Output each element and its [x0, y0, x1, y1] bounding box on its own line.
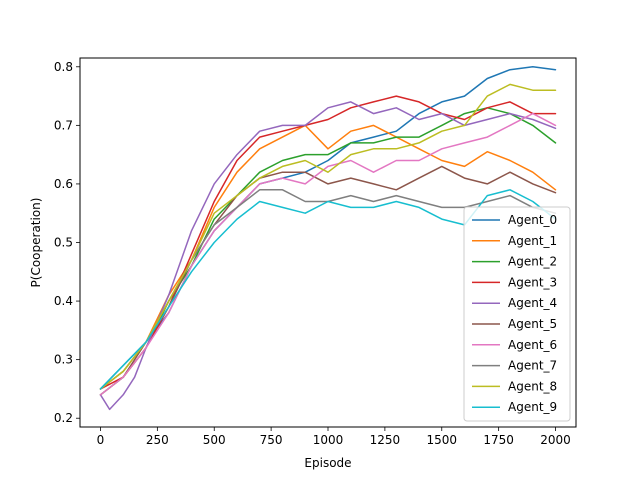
y-tick-label: 0.8	[54, 60, 73, 74]
y-tick-label: 0.3	[54, 353, 73, 367]
y-axis: 0.2 0.3 0.4 0.5 0.6 0.7 0.8	[54, 60, 80, 425]
series-line-agent-8	[99, 83, 557, 390]
legend-entry-label: Agent_0	[508, 213, 557, 227]
x-tick-label: 1250	[370, 433, 401, 447]
series-line-agent-5	[99, 165, 557, 396]
legend-entry-label: Agent_7	[508, 359, 557, 373]
y-tick-label: 0.4	[54, 294, 73, 308]
x-tick-label: 500	[203, 433, 226, 447]
legend-entry-label: Agent_5	[508, 317, 557, 331]
x-axis: 0 250 500 750 1000 1250 1500 1750 2000	[97, 427, 571, 447]
x-axis-label: Episode	[304, 456, 351, 470]
legend-entry-label: Agent_3	[508, 275, 557, 289]
legend-entry-label: Agent_4	[508, 296, 557, 310]
x-tick-label: 0	[97, 433, 105, 447]
y-tick-label: 0.5	[54, 236, 73, 250]
y-axis-label: P(Cooperation)	[29, 198, 43, 288]
legend-entry-label: Agent_1	[508, 234, 557, 248]
series-line-agent-6	[99, 112, 557, 396]
legend-entry-label: Agent_2	[508, 255, 557, 269]
series-line-agent-3	[99, 95, 557, 390]
x-tick-label: 250	[146, 433, 169, 447]
x-tick-label: 1500	[426, 433, 457, 447]
legend-box	[463, 206, 571, 422]
plot-lines	[99, 66, 557, 411]
legend-entry-label: Agent_6	[508, 338, 557, 352]
y-tick-label: 0.6	[54, 177, 73, 191]
x-tick-label: 750	[260, 433, 283, 447]
series-line-agent-9	[99, 189, 557, 390]
y-tick-label: 0.2	[54, 411, 73, 425]
legend-entry-label: Agent_9	[508, 400, 557, 414]
series-line-agent-1	[99, 124, 557, 390]
x-tick-label: 2000	[540, 433, 571, 447]
legend: Agent_0 Agent_1 Agent_2 Agent_3 Agent_4 Agent…	[463, 206, 571, 422]
x-tick-label: 1000	[313, 433, 344, 447]
legend-entry-label: Agent_8	[508, 379, 557, 393]
y-tick-label: 0.7	[54, 118, 73, 132]
x-tick-label: 1750	[483, 433, 514, 447]
series-line-agent-4	[99, 101, 557, 411]
